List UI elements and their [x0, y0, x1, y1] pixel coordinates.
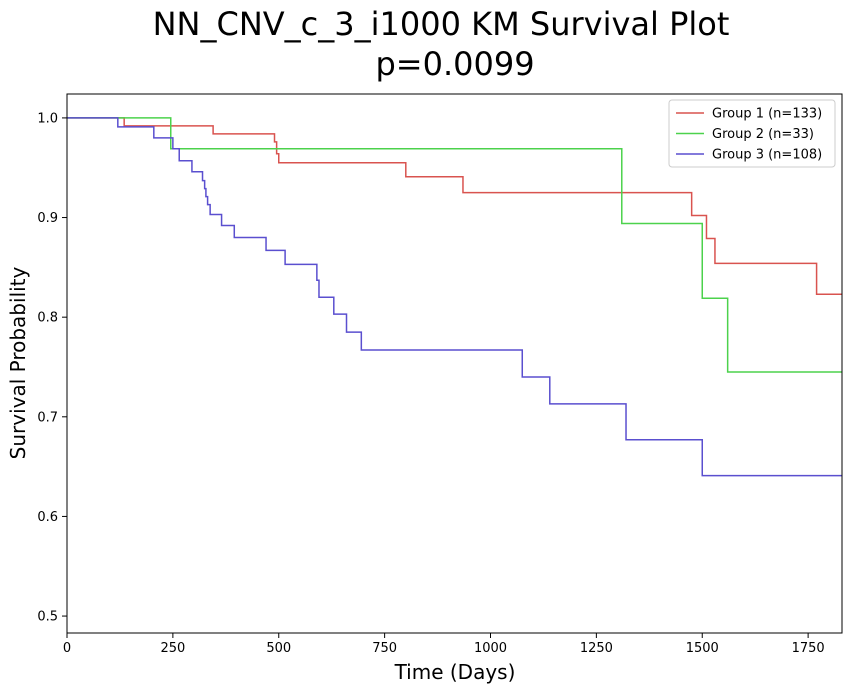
survival-curve-group-2 — [67, 117, 842, 373]
x-axis-ticks: 0 250 500 750 1000 1250 1500 1750 — [63, 633, 825, 656]
x-tick-label: 500 — [266, 641, 291, 656]
x-tick-label: 1250 — [580, 641, 613, 656]
survival-curve-group-3 — [67, 117, 842, 477]
y-tick-label: 0.5 — [37, 610, 58, 625]
plot-area: 0 250 500 750 1000 1250 1500 1750 0.50.60.70.80… — [37, 93, 843, 656]
y-axis-ticks: 0.5 0.6 0.7 0.8 0.9 1.0 — [37, 111, 67, 625]
y-axis-label: Survival Probability — [6, 266, 30, 459]
legend-box — [668, 99, 836, 168]
y-tick-label: 1.0 — [37, 111, 58, 126]
y-tick-label: 0.7 — [37, 410, 58, 425]
y-tick-label: 0.9 — [37, 211, 58, 226]
axes-frame — [66, 93, 843, 634]
x-tick-label: 1000 — [474, 641, 507, 656]
x-tick-label: 0 — [63, 641, 71, 656]
legend: Group 1 (n=133) Group 2 (n=33) Group 3 (n=… — [668, 99, 836, 168]
x-tick-label: 750 — [372, 641, 397, 656]
x-axis-label: Time (Days) — [394, 660, 516, 684]
legend-label-group-1: Group 1 (n=133) — [712, 107, 822, 122]
legend-items: Group 1 (n=133) Group 2 (n=33) Group 3 (n=… — [676, 107, 822, 163]
x-tick-label: 1500 — [686, 641, 719, 656]
legend-label-group-3: Group 3 (n=108) — [712, 148, 822, 163]
chart-title-line1: NN_CNV_c_3_i1000 KM Survival Plot — [153, 5, 730, 43]
survival-curve-group-1 — [67, 117, 842, 296]
legend-label-group-2: Group 2 (n=33) — [712, 127, 814, 142]
series-layer — [67, 117, 842, 477]
x-tick-label: 1750 — [792, 641, 825, 656]
y-tick-label: 0.6 — [37, 510, 58, 525]
y-tick-label: 0.8 — [37, 311, 58, 326]
x-tick-label: 250 — [160, 641, 185, 656]
chart-title-line2: p=0.0099 — [375, 45, 534, 83]
